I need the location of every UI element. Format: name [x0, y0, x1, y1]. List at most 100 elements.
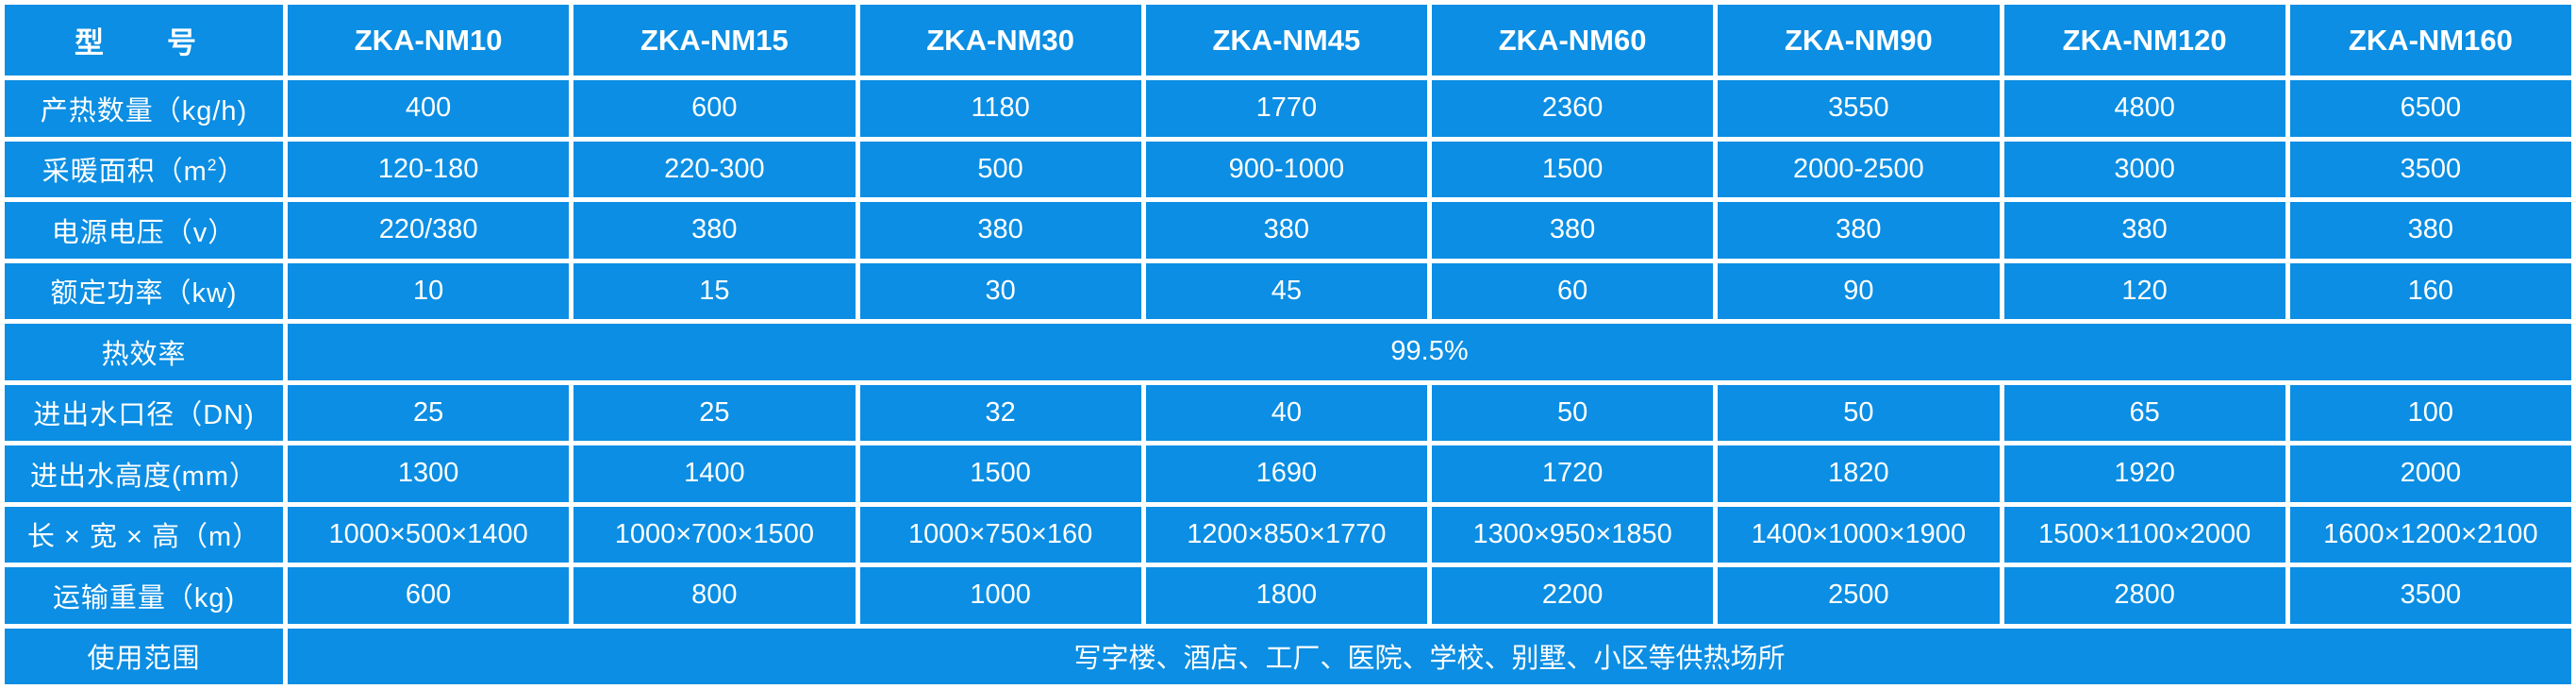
table-cell: 1500 — [1426, 136, 1719, 202]
table-cell: 1770 — [1140, 76, 1433, 142]
table-cell: 1400×1000×1900 — [1713, 501, 2004, 567]
table-cell: 3550 — [1713, 76, 2004, 142]
row-label: 产热数量（kg/h) — [0, 76, 288, 142]
table-cell: 220-300 — [569, 136, 860, 202]
table-cell: 6500 — [2285, 76, 2576, 142]
row-label: 运输重量（kg) — [0, 563, 288, 629]
table-cell: 1820 — [1713, 441, 2004, 507]
table-cell: 1500 — [855, 441, 1146, 507]
model-header: ZKA-NM60 — [1426, 0, 1719, 80]
row-label: 长 × 宽 × 高（m） — [0, 501, 288, 567]
table-cell: 1690 — [1140, 441, 1433, 507]
table-cell: 2500 — [1713, 563, 2004, 629]
table-cell: 1000×500×1400 — [282, 501, 574, 567]
table-cell: 1500×1100×2000 — [1999, 501, 2290, 567]
table-row: 运输重量（kg) 600 800 1000 1800 2200 2500 280… — [0, 563, 2576, 629]
merged-cell: 99.5% — [283, 319, 2576, 385]
table-cell: 50 — [1426, 379, 1719, 445]
table-row: 产热数量（kg/h) 400 600 1180 1770 2360 3550 4… — [0, 76, 2576, 142]
table-cell: 160 — [2285, 258, 2576, 324]
header-row: 型 号 ZKA-NM10 ZKA-NM15 ZKA-NM30 ZKA-NM45 … — [0, 0, 2576, 80]
table-cell: 1000×700×1500 — [569, 501, 860, 567]
table-cell: 800 — [569, 563, 860, 629]
table-cell: 90 — [1713, 258, 2004, 324]
table-cell: 600 — [282, 563, 574, 629]
table-cell: 1600×1200×2100 — [2285, 501, 2576, 567]
table-cell: 4800 — [1999, 76, 2290, 142]
header-label: 型 号 — [0, 0, 288, 80]
table-cell: 10 — [282, 258, 574, 324]
model-header: ZKA-NM120 — [1999, 0, 2290, 80]
table-cell: 25 — [282, 379, 574, 445]
table-row: 使用范围 写字楼、酒店、工厂、医院、学校、别墅、小区等供热场所 — [0, 623, 2576, 689]
table-cell: 1800 — [1140, 563, 1433, 629]
table-cell: 2000 — [2285, 441, 2576, 507]
superscript: 2 — [207, 155, 218, 175]
table-cell: 32 — [855, 379, 1146, 445]
table-cell: 1400 — [569, 441, 860, 507]
table-cell: 50 — [1713, 379, 2004, 445]
table-cell: 65 — [1999, 379, 2290, 445]
table-cell: 1720 — [1426, 441, 1719, 507]
model-header: ZKA-NM90 — [1713, 0, 2004, 80]
table-cell: 2800 — [1999, 563, 2290, 629]
row-label: 采暖面积（m2） — [0, 136, 288, 202]
table-cell: 220/380 — [282, 197, 574, 263]
row-label-text: 采暖面积（m — [42, 157, 208, 188]
model-header: ZKA-NM160 — [2285, 0, 2576, 80]
table-cell: 3500 — [2285, 136, 2576, 202]
table-cell: 2360 — [1426, 76, 1719, 142]
table-cell: 15 — [569, 258, 860, 324]
table-cell: 45 — [1140, 258, 1433, 324]
table-cell: 400 — [282, 76, 574, 142]
table-cell: 380 — [1713, 197, 2004, 263]
table-row: 进出水高度(mm） 1300 1400 1500 1690 1720 1820 … — [0, 441, 2576, 507]
table-cell: 2200 — [1426, 563, 1719, 629]
row-label: 额定功率（kw) — [0, 258, 288, 324]
model-header: ZKA-NM10 — [282, 0, 574, 80]
table-row: 长 × 宽 × 高（m） 1000×500×1400 1000×700×1500… — [0, 501, 2576, 567]
row-label: 电源电压（v） — [0, 197, 288, 263]
table-row: 热效率 99.5% — [0, 319, 2576, 385]
table-cell: 2000-2500 — [1713, 136, 2004, 202]
table-cell: 1000 — [855, 563, 1146, 629]
table-cell: 120 — [1999, 258, 2290, 324]
row-label: 进出水高度(mm） — [0, 441, 288, 507]
merged-cell: 写字楼、酒店、工厂、医院、学校、别墅、小区等供热场所 — [283, 623, 2576, 689]
table-cell: 25 — [569, 379, 860, 445]
table-cell: 600 — [569, 76, 860, 142]
table-cell: 120-180 — [282, 136, 574, 202]
table-cell: 1180 — [855, 76, 1146, 142]
table-cell: 1200×850×1770 — [1140, 501, 1433, 567]
table-cell: 1300×950×1850 — [1426, 501, 1719, 567]
table-row: 额定功率（kw) 10 15 30 45 60 90 120 160 — [0, 258, 2576, 324]
table-cell: 1000×750×160 — [855, 501, 1146, 567]
table-cell: 380 — [855, 197, 1146, 263]
table-row: 进出水口径（DN) 25 25 32 40 50 50 65 100 — [0, 379, 2576, 445]
table-row: 电源电压（v） 220/380 380 380 380 380 380 380 … — [0, 197, 2576, 263]
row-label-text: ） — [217, 157, 246, 188]
table-cell: 1300 — [282, 441, 574, 507]
model-header: ZKA-NM45 — [1140, 0, 1433, 80]
table-cell: 380 — [1426, 197, 1719, 263]
table-cell: 380 — [1999, 197, 2290, 263]
model-header: ZKA-NM15 — [569, 0, 860, 80]
table-cell: 900-1000 — [1140, 136, 1433, 202]
table-cell: 1920 — [1999, 441, 2290, 507]
table-row: 采暖面积（m2） 120-180 220-300 500 900-1000 15… — [0, 136, 2576, 202]
table-cell: 380 — [2285, 197, 2576, 263]
table-cell: 3000 — [1999, 136, 2290, 202]
table-cell: 30 — [855, 258, 1146, 324]
table-cell: 3500 — [2285, 563, 2576, 629]
table-cell: 40 — [1140, 379, 1433, 445]
table-cell: 380 — [569, 197, 860, 263]
model-header: ZKA-NM30 — [855, 0, 1146, 80]
table-cell: 100 — [2285, 379, 2576, 445]
table-cell: 380 — [1140, 197, 1433, 263]
row-label: 进出水口径（DN) — [0, 379, 288, 445]
table-cell: 500 — [855, 136, 1146, 202]
row-label: 热效率 — [0, 319, 288, 385]
row-label: 使用范围 — [0, 623, 288, 689]
table-cell: 60 — [1426, 258, 1719, 324]
